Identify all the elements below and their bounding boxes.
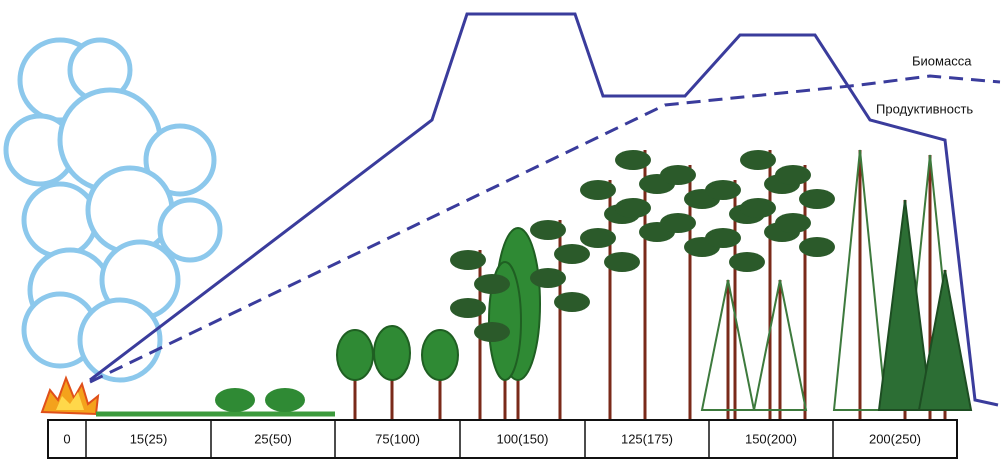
pine-crown bbox=[580, 180, 616, 200]
bush bbox=[215, 388, 255, 412]
crown bbox=[421, 329, 459, 381]
pine-crown bbox=[740, 150, 776, 170]
pine-crown bbox=[775, 213, 811, 233]
pine-crown bbox=[615, 150, 651, 170]
pine-crown bbox=[615, 198, 651, 218]
pine-crown bbox=[729, 252, 765, 272]
pine-crown bbox=[705, 228, 741, 248]
crown bbox=[336, 329, 374, 381]
stage-label: 150(200) bbox=[745, 431, 797, 446]
pine-crown bbox=[705, 180, 741, 200]
pine-crown bbox=[660, 165, 696, 185]
stage-label: 200(250) bbox=[869, 431, 921, 446]
stage-label: 125(175) bbox=[621, 431, 673, 446]
cloud-puff bbox=[21, 181, 99, 259]
cloud-puff bbox=[143, 123, 217, 197]
stage-label: 0 bbox=[63, 431, 70, 446]
stage-label: 100(150) bbox=[496, 431, 548, 446]
pine-crown bbox=[450, 298, 486, 318]
spruce-crown bbox=[700, 279, 756, 411]
pine-crown bbox=[530, 268, 566, 288]
pine-crown bbox=[799, 237, 835, 257]
cloud-puff bbox=[157, 197, 223, 263]
smoke-clouds bbox=[3, 37, 223, 383]
spruce-crown bbox=[877, 199, 933, 411]
crown bbox=[373, 325, 411, 381]
pine-crown bbox=[474, 274, 510, 294]
spruce-crown bbox=[917, 269, 973, 411]
fire bbox=[40, 375, 100, 416]
biomass-curve bbox=[89, 12, 999, 407]
pine-crown bbox=[775, 165, 811, 185]
pine-crown bbox=[554, 292, 590, 312]
pine-crown bbox=[474, 322, 510, 342]
pine-crown bbox=[450, 250, 486, 270]
spruce-crown bbox=[752, 279, 808, 411]
productivity-label: Продуктивность bbox=[876, 101, 973, 116]
pine-crown bbox=[660, 213, 696, 233]
stage-strip: 0 15(25) 25(50) 75(100) 100(150) 125(175) 150(… bbox=[47, 419, 958, 459]
stage-label: 75(100) bbox=[375, 431, 420, 446]
cloud-puff bbox=[77, 297, 163, 383]
bush bbox=[265, 388, 305, 412]
strip-frame bbox=[47, 419, 958, 459]
biomass-label: Биомасса bbox=[912, 53, 972, 68]
pine-crown bbox=[580, 228, 616, 248]
pine-crown bbox=[554, 244, 590, 264]
pine-crown bbox=[604, 252, 640, 272]
pine-crown bbox=[740, 198, 776, 218]
productivity-curve bbox=[89, 74, 1001, 384]
pine-crown bbox=[799, 189, 835, 209]
spruce-crown bbox=[832, 149, 888, 411]
stage-label: 15(25) bbox=[130, 431, 168, 446]
trees bbox=[215, 149, 973, 420]
stage-label: 25(50) bbox=[254, 431, 292, 446]
pine-crown bbox=[530, 220, 566, 240]
